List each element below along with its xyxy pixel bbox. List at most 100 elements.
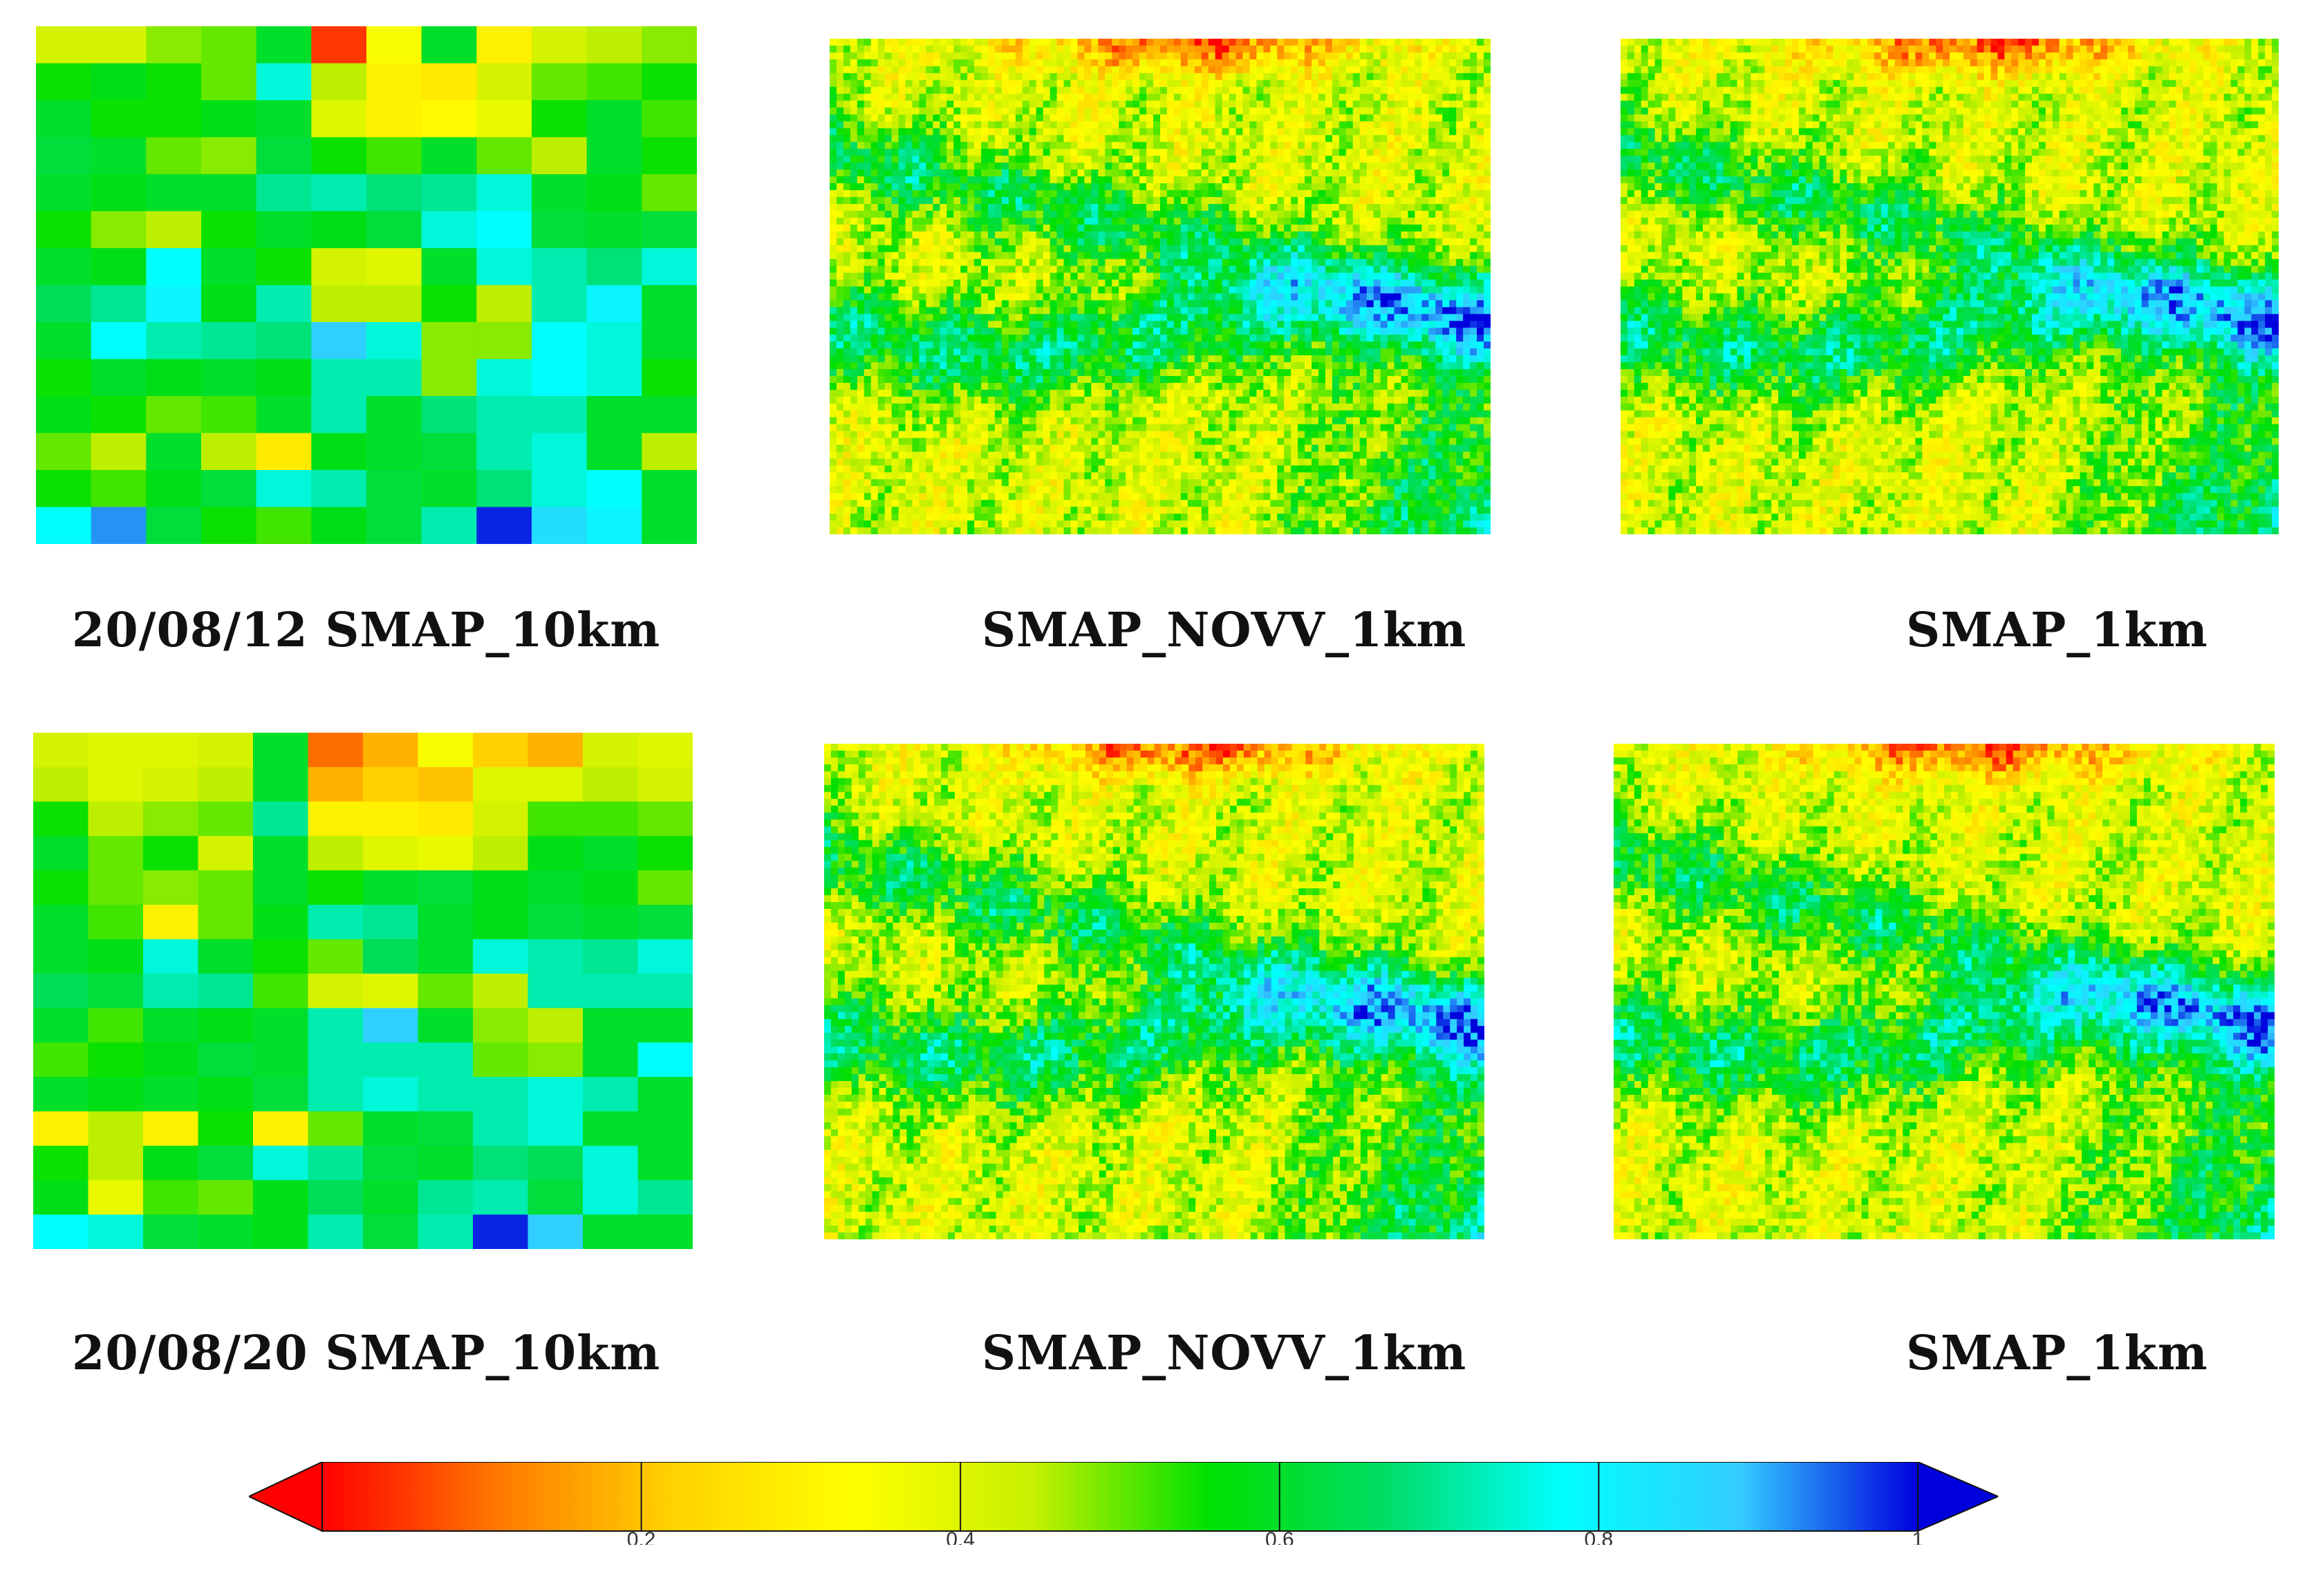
field-pixel [1173,86,1182,95]
field-pixel [850,107,858,115]
field-pixel [1215,286,1223,294]
field-pixel [1421,314,1429,321]
field-pixel [1119,355,1126,363]
field-pixel [926,259,933,267]
field-pixel [1091,197,1099,205]
field-pixel [1235,73,1243,81]
field-pixel [1463,238,1471,246]
field-pixel [1435,45,1443,53]
field-pixel [974,279,982,287]
field-pixel [1056,121,1065,129]
field-pixel [1070,217,1078,225]
field-pixel [1008,362,1016,370]
field-pixel [1484,272,1491,281]
field-pixel [1470,149,1477,156]
field-pixel [1442,149,1450,156]
field-pixel [953,314,961,321]
field-pixel [1318,156,1326,163]
field-pixel [946,114,954,122]
field-pixel [1352,314,1361,321]
field-pixel [995,73,1002,81]
field-pixel [1366,314,1374,321]
field-pixel [1166,86,1175,95]
field-pixel [1249,149,1257,156]
field-pixel [884,279,893,287]
field-pixel [1449,252,1457,260]
field-pixel [1415,265,1422,274]
field-pixel [1084,341,1092,349]
field-pixel [1235,348,1243,356]
field-pixel [1001,135,1009,142]
field-pixel [836,328,844,335]
field-pixel [1249,245,1257,253]
heatmap-cell [311,100,368,138]
field-pixel [1008,293,1016,301]
field-pixel [1029,142,1037,149]
field-pixel [1229,169,1237,177]
field-pixel [1325,355,1333,363]
field-pixel [1277,169,1285,177]
field-pixel [1415,335,1422,342]
field-pixel [1477,107,1484,115]
field-pixel [1387,156,1395,163]
field-pixel [1056,156,1065,163]
field-pixel [830,375,837,384]
field-pixel [1373,252,1381,260]
field-pixel [1112,224,1119,232]
field-pixel [884,348,893,356]
field-pixel [1277,286,1285,294]
field-pixel [1112,156,1119,163]
field-pixel [884,210,893,218]
field-pixel [1029,86,1037,95]
field-pixel [926,66,933,74]
field-pixel [974,45,982,53]
field-pixel [870,149,879,156]
field-pixel [1415,73,1422,81]
field-pixel [1229,107,1237,115]
field-pixel [940,272,947,281]
field-pixel [891,59,899,67]
field-pixel [864,279,872,287]
field-pixel [1401,341,1408,349]
smap-10km-map-row1 [36,26,697,544]
field-pixel [1277,335,1285,342]
field-pixel [1222,335,1230,342]
field-pixel [1242,238,1250,246]
field-pixel [967,45,975,53]
field-pixel [1456,355,1464,363]
field-pixel [1449,100,1457,109]
field-pixel [1435,210,1443,218]
field-pixel [1166,128,1175,135]
field-pixel [960,335,968,342]
field-pixel [1235,259,1243,267]
field-pixel [1160,238,1168,246]
field-pixel [988,362,996,370]
field-pixel [1166,114,1175,122]
field-pixel [981,238,989,246]
field-pixel [877,382,886,391]
field-pixel [1387,93,1395,102]
field-pixel [1008,265,1016,274]
heatmap-cell [146,100,203,138]
field-pixel [1345,59,1354,67]
heatmap-cell [311,248,368,286]
field-pixel [1249,197,1257,205]
field-pixel [1442,86,1450,95]
field-pixel [1359,183,1368,191]
field-pixel [1091,176,1099,184]
field-pixel [1022,355,1030,363]
field-pixel [981,307,989,314]
field-pixel [1235,279,1243,287]
field-pixel [1338,314,1347,321]
field-pixel [857,114,865,122]
field-pixel [1312,156,1319,163]
field-pixel [884,66,893,74]
field-pixel [1056,369,1065,377]
field-pixel [1215,128,1223,135]
field-pixel [1036,328,1044,335]
field-pixel [912,210,920,218]
field-pixel [1298,93,1305,102]
field-pixel [1022,238,1030,246]
field-pixel [926,231,933,239]
field-pixel [1242,100,1250,109]
